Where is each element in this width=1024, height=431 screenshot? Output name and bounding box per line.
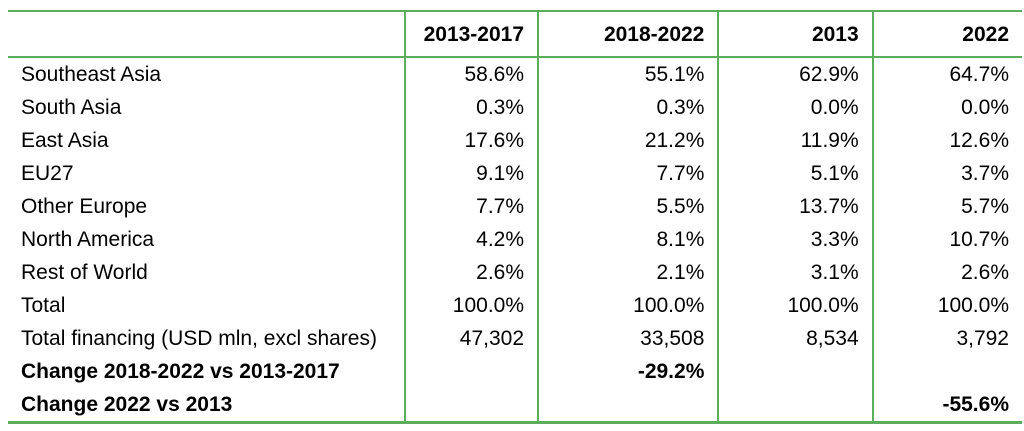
cell-value: 2.6% [871, 256, 1022, 289]
table-row: North America 4.2% 8.1% 3.3% 10.7% [8, 223, 1022, 256]
row-label: Total [21, 294, 66, 317]
row-label: EU27 [21, 162, 74, 185]
cell-value [717, 355, 873, 388]
cell-value: 55.1% [537, 57, 719, 91]
cell-value: 7.7% [403, 190, 539, 223]
header-cell-2018-2022: 2018-2022 [537, 11, 719, 57]
cell-value: 0.0% [871, 91, 1022, 124]
header-cell-2013-2017: 2013-2017 [403, 11, 539, 57]
row-label: North America [21, 228, 155, 251]
cell-value: 2.1% [537, 256, 719, 289]
cell-value: 0.3% [537, 91, 719, 124]
header-cell-2022: 2022 [871, 11, 1022, 57]
cell-value: 12.6% [871, 124, 1022, 157]
row-label: Southeast Asia [21, 63, 162, 86]
cell-value [871, 355, 1022, 388]
cell-value: 47,302 [403, 322, 539, 355]
cell-value: 11.9% [717, 124, 873, 157]
cell-value [403, 388, 539, 423]
cell-value: 2.6% [403, 256, 539, 289]
row-label: Total financing (USD mln, excl shares) [21, 327, 377, 350]
cell-value: 33,508 [537, 322, 719, 355]
cell-value: 17.6% [403, 124, 539, 157]
row-label: Other Europe [21, 195, 148, 218]
cell-value: 9.1% [403, 157, 539, 190]
cell-value: 13.7% [717, 190, 873, 223]
cell-value: 58.6% [403, 57, 539, 91]
cell-value: 100.0% [537, 289, 719, 322]
header-row: 2013-2017 2018-2022 2013 2022 [8, 11, 1022, 57]
row-label: Change 2018-2022 vs 2013-2017 [21, 360, 340, 383]
cell-value: 100.0% [403, 289, 539, 322]
cell-value: 8.1% [537, 223, 719, 256]
header-cell-2013: 2013 [717, 11, 873, 57]
cell-value: 5.1% [717, 157, 873, 190]
cell-value: 3.3% [717, 223, 873, 256]
row-label: South Asia [21, 96, 122, 119]
cell-value: 100.0% [871, 289, 1022, 322]
cell-value: 5.5% [537, 190, 719, 223]
cell-value: 7.7% [537, 157, 719, 190]
table-row: Total financing (USD mln, excl shares) 47… [8, 322, 1022, 355]
row-label: Rest of World [21, 261, 148, 284]
cell-value: 8,534 [717, 322, 873, 355]
cell-value: -29.2% [537, 355, 719, 388]
row-label: Change 2022 vs 2013 [21, 393, 233, 416]
table-row: South Asia 0.3% 0.3% 0.0% 0.0% [8, 91, 1022, 124]
cell-value: 21.2% [537, 124, 719, 157]
cell-value: 64.7% [871, 57, 1022, 91]
cell-value: 10.7% [871, 223, 1022, 256]
table-row: EU27 9.1% 7.7% 5.1% 3.7% [8, 157, 1022, 190]
table-row: Rest of World 2.6% 2.1% 3.1% 2.6% [8, 256, 1022, 289]
cell-value [717, 388, 873, 423]
table-row: East Asia 17.6% 21.2% 11.9% 12.6% [8, 124, 1022, 157]
cell-value: 100.0% [717, 289, 873, 322]
table-body: Southeast Asia 58.6% 55.1% 62.9% 64.7% South … [8, 57, 1022, 423]
header-cell-label [8, 11, 405, 57]
cell-value: 5.7% [871, 190, 1022, 223]
cell-value: 3.1% [717, 256, 873, 289]
table-row: Southeast Asia 58.6% 55.1% 62.9% 64.7% [8, 57, 1022, 91]
table-row: Change 2022 vs 2013 -55.6% [8, 388, 1022, 423]
table-row: Change 2018-2022 vs 2013-2017 -29.2% [8, 355, 1022, 388]
cell-value: 62.9% [717, 57, 873, 91]
cell-value: 0.3% [403, 91, 539, 124]
cell-value: 0.0% [717, 91, 873, 124]
cell-value: 4.2% [403, 223, 539, 256]
cell-value [403, 355, 539, 388]
cell-value: 3.7% [871, 157, 1022, 190]
table-row: Other Europe 7.7% 5.5% 13.7% 5.7% [8, 190, 1022, 223]
table-row: Total 100.0% 100.0% 100.0% 100.0% [8, 289, 1022, 322]
cell-value: 3,792 [871, 322, 1022, 355]
row-label: East Asia [21, 129, 109, 152]
financing-share-table: 2013-2017 2018-2022 2013 2022 Southeast Asi… [8, 10, 1022, 424]
cell-value [537, 388, 719, 423]
cell-value: -55.6% [871, 388, 1022, 423]
